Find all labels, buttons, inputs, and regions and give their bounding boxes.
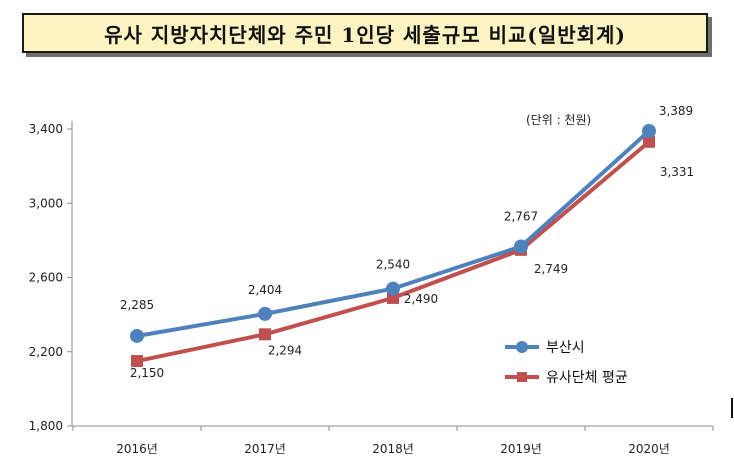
data-label-average: 2,490 (404, 292, 438, 306)
data-label-average: 2,294 (268, 343, 302, 357)
x-tick-label: 2018년 (372, 442, 414, 456)
series-line-busan (136, 129, 651, 338)
data-point-busan (514, 239, 528, 254)
y-tick-label: 3,400 (29, 122, 63, 136)
data-point-busan (258, 306, 272, 321)
y-tick-label: 2,200 (29, 345, 63, 359)
chart-title: 유사 지방자치단체와 주민 1인당 세출규모 비교(일반회계) (104, 22, 626, 47)
y-tick-label: 1,800 (29, 419, 63, 433)
data-point-busan (642, 124, 656, 139)
data-label-busan: 2,540 (376, 258, 410, 272)
y-tick-label: 3,000 (29, 196, 63, 210)
data-label-average: 2,150 (130, 366, 164, 380)
data-label-busan: 3,389 (659, 104, 693, 118)
legend-marker-average (517, 372, 527, 382)
data-label-busan: 2,404 (248, 283, 282, 297)
legend-label-busan: 부산시 (546, 340, 585, 356)
data-point-busan (386, 281, 400, 296)
data-label-average: 3,331 (660, 165, 694, 179)
chart-title-box: 유사 지방자치단체와 주민 1인당 세출규모 비교(일반회계) (22, 13, 708, 53)
data-point-average (259, 328, 271, 341)
data-point-busan (130, 328, 144, 343)
y-tick-label: 2,600 (29, 271, 63, 285)
series-line-average (136, 140, 651, 363)
x-tick-label: 2020년 (628, 442, 670, 456)
x-tick-label: 2017년 (244, 442, 286, 456)
unit-note: (단위 : 천원) (526, 112, 591, 127)
data-label-busan: 2,767 (504, 210, 538, 224)
x-tick-label: 2016년 (116, 442, 158, 456)
data-point-average (131, 355, 143, 368)
data-label-busan: 2,285 (120, 298, 154, 312)
data-point-average (643, 135, 655, 148)
legend-marker-busan (516, 341, 528, 353)
legend-label-average: 유사단체 평균 (546, 370, 628, 386)
x-tick-label: 2019년 (500, 442, 542, 456)
data-label-average: 2,749 (534, 262, 568, 276)
